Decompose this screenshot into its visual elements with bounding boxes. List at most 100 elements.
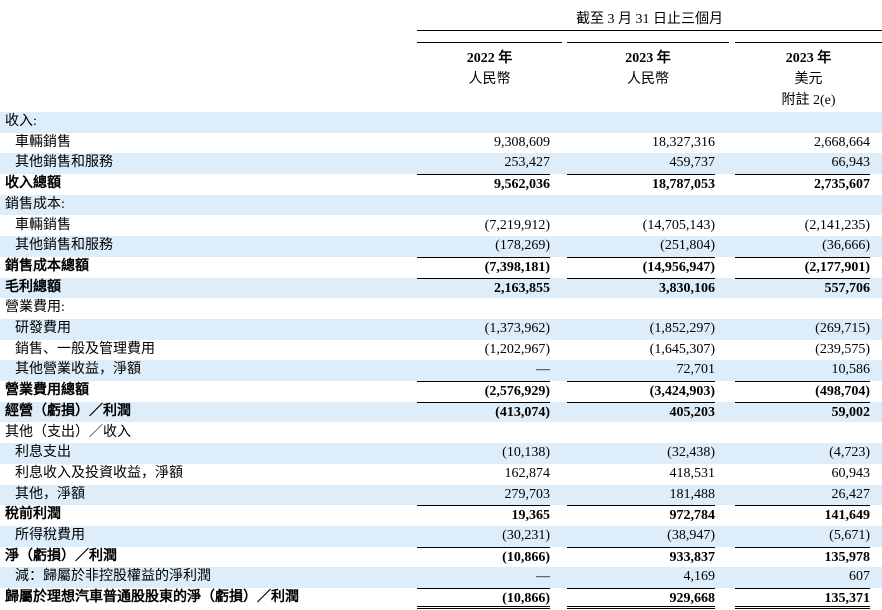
table-row: 其他（支出）／收入 [0,423,882,444]
row-label: 其他銷售和服務 [15,238,113,254]
value-cell: 60,943 [831,465,871,481]
table-row: 營業費用: [0,298,882,319]
column-year: 2023 年 [625,51,671,66]
value-cell: (3,424,903) [567,381,715,403]
table-row: 利息支出 (10,138) (32,438) (4,723) [0,443,882,464]
row-label: 毛利總額 [5,279,61,295]
row-label: 銷售成本總額 [5,258,89,274]
value-cell: (14,956,947) [567,256,715,279]
row-label: 收入總額 [5,176,61,192]
value-cell: 135,978 [735,546,870,569]
value-cell: (269,715) [815,321,870,336]
value-cell: 72,701 [676,362,716,378]
value-cell: 459,737 [669,155,716,171]
period-header: 截至 3 月 31 日止三個月 [576,12,723,27]
value-cell: (7,219,912) [484,217,550,233]
value-cell: 10,586 [831,362,871,378]
table-row: 收入: [0,112,882,133]
table-row: 經營（虧損）／利潤 (413,074) 405,203 59,002 [0,401,882,424]
value-cell: (239,575) [815,341,870,357]
value-cell: 933,837 [567,546,715,569]
row-label: 銷售、一般及管理費用 [15,341,155,357]
value-cell: 18,787,053 [567,174,715,196]
row-label: 其他銷售和服務 [15,155,113,171]
value-cell: 557,706 [735,277,870,300]
value-cell: (36,666) [822,238,870,254]
value-cell: 405,203 [567,401,715,424]
column-year: 2022 年 [466,51,513,66]
rule [735,42,882,43]
rule [567,42,729,43]
row-label: 車輛銷售 [15,217,71,233]
column-currency: 人民幣 [627,72,669,87]
value-cell: (14,705,143) [642,217,715,233]
value-cell: 972,784 [567,505,715,527]
value-cell: (10,866) [417,588,550,610]
value-cell: 4,169 [683,569,716,585]
value-cell: 141,649 [735,505,870,527]
table-row: 其他銷售和服務 253,427 459,737 66,943 [0,153,882,175]
table-row: 所得稅費用 (30,231) (38,947) (5,671) [0,526,882,547]
value-cell: (2,576,929) [417,381,550,403]
row-label: 車輛銷售 [15,134,71,150]
row-label: 淨（虧損）／利潤 [5,548,117,564]
value-cell: 3,830,106 [567,277,715,300]
table-row: 利息收入及投資收益，淨額 162,874 418,531 60,943 [0,464,882,485]
row-label: 收入: [5,114,37,129]
value-cell: 2,735,607 [735,174,870,196]
value-cell: 253,427 [504,155,551,171]
value-cell: 181,488 [669,486,716,502]
row-label: 其他，淨額 [15,486,85,502]
value-cell: 279,703 [504,486,551,502]
value-cell: (2,141,235) [804,217,870,233]
column-year: 2023 年 [785,51,832,66]
value-cell: (10,138) [502,445,550,461]
table-row: 淨（虧損）／利潤 (10,866) 933,837 135,978 [0,546,882,569]
value-cell: (5,671) [829,528,870,543]
value-cell: 9,562,036 [417,174,550,196]
row-label: 其他（支出）／收入 [5,424,131,440]
value-cell: 162,874 [504,465,551,481]
value-cell: 9,308,609 [494,134,550,150]
value-cell: (413,074) [417,401,550,424]
value-cell: (1,645,307) [649,341,715,357]
row-label: 歸屬於理想汽車普通股股東的淨（虧損）／利潤 [5,590,299,606]
value-cell: (2,177,901) [735,256,870,279]
value-cell: 18,327,316 [652,134,715,150]
table-row: 車輛銷售 (7,219,912) (14,705,143) (2,141,235) [0,216,882,237]
value-cell: 2,163,855 [417,277,550,300]
row-label: 其他營業收益，淨額 [15,362,141,378]
table-row: 其他銷售和服務 (178,269) (251,804) (36,666) [0,236,882,257]
column-currency: 美元 [794,72,823,87]
table-row: 研發費用 (1,373,962) (1,852,297) (269,715) [0,319,882,340]
value-cell: — [536,569,550,585]
value-cell: 2,668,664 [814,134,870,150]
row-label: 稅前利潤 [5,507,61,523]
table-row: 車輛銷售 9,308,609 18,327,316 2,668,664 [0,133,882,154]
table-row: 歸屬於理想汽車普通股股東的淨（虧損）／利潤 (10,866) 929,668 135,… [0,588,882,610]
row-label: 利息支出 [15,445,71,461]
table-row: 減：歸屬於非控股權益的淨利潤 — 4,169 607 [0,567,882,589]
table-row: 其他營業收益，淨額 — 72,701 10,586 [0,360,882,382]
value-cell: (30,231) [502,528,550,543]
row-label: 所得稅費用 [15,528,85,543]
row-label: 銷售成本: [5,196,65,212]
value-cell: — [536,362,550,378]
value-cell: (498,704) [735,381,870,403]
row-label: 利息收入及投資收益，淨額 [15,465,183,481]
row-label: 營業費用: [5,300,65,316]
value-cell: 929,668 [567,588,715,610]
value-cell: 135,371 [735,588,870,610]
row-label: 營業費用總額 [5,383,89,399]
value-cell: (1,852,297) [649,321,715,336]
value-cell: (10,866) [417,546,550,569]
value-cell: (7,398,181) [417,256,550,279]
rule [417,30,882,31]
value-cell: (32,438) [667,445,715,461]
table-row: 營業費用總額 (2,576,929) (3,424,903) (498,704) [0,381,882,402]
rule [417,42,562,43]
value-cell: 19,365 [417,505,550,527]
column-note: 附註 2(e) [781,93,836,108]
value-cell: (178,269) [495,238,550,254]
